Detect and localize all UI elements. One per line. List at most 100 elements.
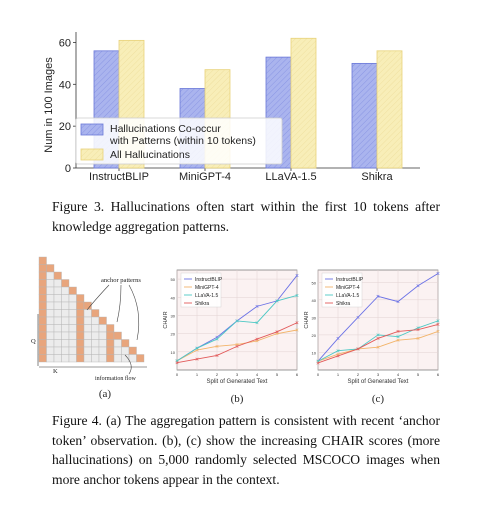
figure4a-attention-diagram: anchor patterns Q K information flow (a) (31, 256, 147, 400)
y-tick-label: 40 (171, 295, 176, 300)
y-tick-label: 50 (171, 277, 176, 282)
attention-cell (98, 331, 107, 340)
attention-cell (68, 346, 77, 355)
y-axis-label: CHAIR (163, 311, 169, 328)
data-point (436, 322, 440, 326)
data-point (416, 284, 420, 288)
tick-labels: 0 20 40 60 InstructBLIP MiniGPT-4 LLaVA-1.5 Shi… (59, 37, 394, 183)
attention-cell (38, 324, 47, 333)
attention-cell (38, 346, 47, 355)
data-point (195, 357, 199, 361)
legend-label: MiniGPT-4 (195, 285, 219, 291)
attention-cell (83, 346, 92, 355)
x-tick-label: 3 (377, 372, 380, 377)
attention-cell (76, 316, 85, 325)
attention-cell (61, 286, 70, 295)
x-tick-label: MiniGPT-4 (179, 171, 231, 183)
x-tick-label: Shikra (361, 171, 393, 183)
annotations: anchor patterns Q K information flow (a) (31, 277, 147, 400)
data-point (376, 336, 380, 340)
attention-cell (46, 316, 55, 325)
data-point (235, 319, 239, 323)
data-point (275, 299, 279, 303)
attention-cell (61, 331, 70, 340)
data-point (235, 344, 239, 348)
data-point (396, 338, 400, 342)
attention-cell (98, 354, 107, 363)
attention-cell (83, 339, 92, 348)
attention-cell (83, 324, 92, 333)
attention-cell (53, 309, 62, 318)
attention-grid (38, 256, 145, 363)
attention-cell (68, 324, 77, 333)
y-tick-label: 60 (59, 37, 71, 49)
x-tick-label: 0 (317, 372, 320, 377)
y-tick-label: 50 (312, 280, 317, 285)
attention-cell (83, 316, 92, 325)
attention-cell (53, 339, 62, 348)
attention-cell (113, 339, 122, 348)
anchor-patterns-label: anchor patterns (101, 277, 141, 284)
data-point (336, 354, 340, 358)
attention-cell (128, 346, 137, 355)
y-tick-label: 20 (59, 121, 71, 133)
data-point (316, 361, 320, 365)
x-tick-label: 5 (276, 372, 279, 377)
attention-cell (38, 279, 47, 288)
y-tick-label: 40 (59, 79, 71, 91)
y-tick-label: 30 (171, 313, 176, 318)
legend-label: InstructBLIP (195, 277, 223, 283)
data-point (436, 271, 440, 276)
attention-cell (53, 354, 62, 363)
y-axis-label: CHAIR (304, 311, 310, 328)
attention-cell (46, 271, 55, 280)
attention-cell (46, 294, 55, 303)
attention-cell (38, 286, 47, 295)
data-point (376, 333, 380, 337)
attention-cell (46, 346, 55, 355)
data-point (255, 337, 259, 341)
attention-cell (76, 309, 85, 318)
legend-label-pattern-1: Hallucinations Co-occur (110, 123, 221, 135)
y-tick-label: 20 (312, 333, 317, 338)
y-tick-label: 10 (171, 350, 176, 355)
data-point (255, 321, 259, 325)
panel-a-sublabel: (a) (99, 388, 112, 400)
x-tick-label: LLaVA-1.5 (265, 171, 316, 183)
attention-cell (83, 331, 92, 340)
attention-cell (38, 316, 47, 325)
attention-cell (38, 294, 47, 303)
data-point (416, 328, 420, 332)
attention-cell (106, 324, 115, 333)
attention-cell (76, 324, 85, 333)
attention-cell (61, 316, 70, 325)
attention-cell (76, 294, 85, 303)
data-point (255, 304, 259, 308)
x-tick-label: 1 (337, 372, 340, 377)
attention-cell (53, 324, 62, 333)
attention-cell (46, 324, 55, 333)
attention-cell (61, 354, 70, 363)
attention-cell (76, 354, 85, 363)
attention-cell (91, 316, 100, 325)
attention-cell (46, 301, 55, 310)
legend-label: InstructBLIP (336, 277, 364, 283)
attention-cell (98, 339, 107, 348)
attention-cell (113, 331, 122, 340)
data-point (396, 335, 400, 339)
attention-cell (113, 346, 122, 355)
attention-cell (38, 339, 47, 348)
attention-cell (46, 354, 55, 363)
data-point (295, 293, 299, 297)
attention-cell (106, 331, 115, 340)
attention-cell (83, 354, 92, 363)
attention-cell (61, 294, 70, 303)
attention-cell (38, 331, 47, 340)
attention-cell (46, 279, 55, 288)
attention-cell (68, 301, 77, 310)
x-tick-label: 6 (437, 372, 440, 377)
attention-cell (136, 354, 145, 363)
x-axis-label: Split of Generated Text (348, 379, 409, 385)
attention-cell (46, 286, 55, 295)
attention-cell (91, 354, 100, 363)
